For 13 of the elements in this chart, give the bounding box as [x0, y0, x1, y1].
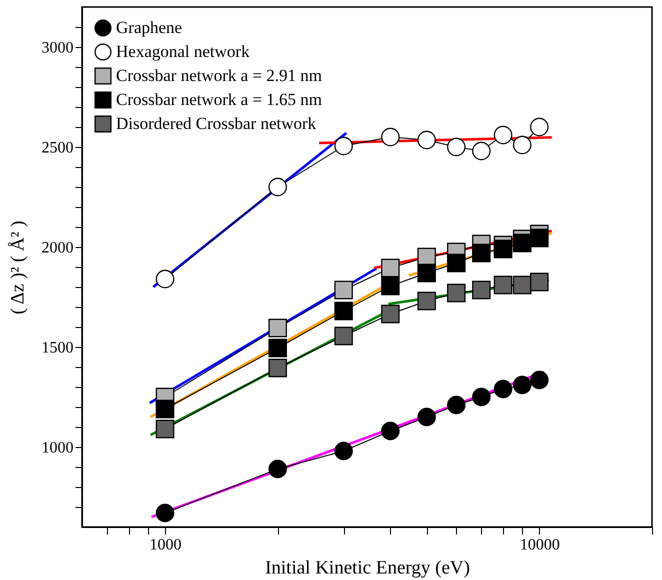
legend-label: Hexagonal network: [116, 42, 250, 61]
legend-label: Crossbar network a = 1.65 nm: [116, 90, 322, 109]
y-tick-label: 2500: [42, 140, 74, 156]
y-axis-title: ( Δz )² ( Å² ): [8, 220, 28, 314]
y-tick-label: 2000: [42, 240, 74, 256]
y-tick-label: 3000: [42, 40, 74, 56]
y-tick-label: 1000: [42, 440, 74, 456]
x-axis-title: Initial Kinetic Energy (eV): [265, 558, 470, 578]
x-tick-label: 10000: [520, 536, 560, 554]
legend-label: Crossbar network a = 2.91 nm: [116, 66, 322, 85]
y-tick-label: 1500: [42, 340, 74, 356]
legend-label: Disordered Crossbar network: [116, 114, 317, 133]
legend-label: Graphene: [116, 18, 182, 37]
